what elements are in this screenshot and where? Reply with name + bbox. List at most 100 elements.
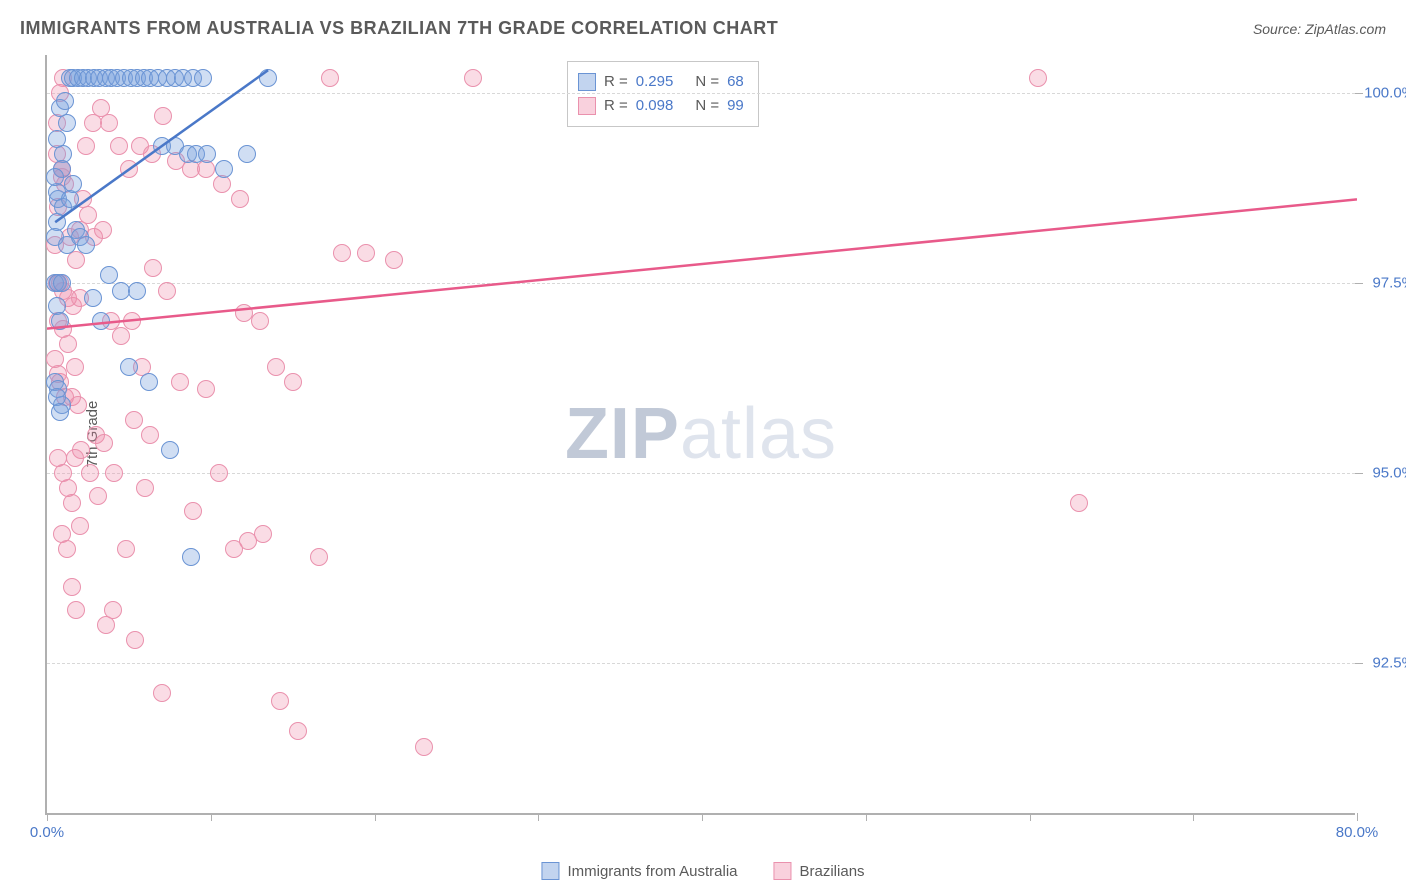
scatter-point-pink — [144, 259, 162, 277]
y-tick-mark — [1355, 93, 1363, 94]
scatter-point-pink — [67, 251, 85, 269]
scatter-point-pink — [89, 487, 107, 505]
scatter-point-pink — [184, 502, 202, 520]
legend-n-label: N = — [695, 70, 719, 94]
scatter-point-pink — [136, 479, 154, 497]
scatter-point-pink — [105, 464, 123, 482]
scatter-point-pink — [66, 358, 84, 376]
chart-header: IMMIGRANTS FROM AUSTRALIA VS BRAZILIAN 7… — [20, 18, 1386, 39]
scatter-point-pink — [59, 335, 77, 353]
scatter-point-blue — [198, 145, 216, 163]
x-tick-mark — [375, 813, 376, 821]
y-tick-mark — [1355, 473, 1363, 474]
gridline-h — [47, 473, 1355, 474]
scatter-point-pink — [95, 434, 113, 452]
scatter-point-pink — [94, 221, 112, 239]
legend-n-value: 68 — [727, 70, 744, 94]
scatter-point-blue — [120, 358, 138, 376]
scatter-point-pink — [333, 244, 351, 262]
plot-area: ZIPatlas 7th Grade R = 0.295N = 68R = 0.… — [45, 55, 1355, 815]
scatter-point-blue — [161, 441, 179, 459]
series-legend: Immigrants from Australia Brazilians — [541, 862, 864, 880]
legend-swatch-pink — [774, 862, 792, 880]
scatter-point-blue — [46, 168, 64, 186]
legend-label: Immigrants from Australia — [567, 863, 737, 880]
scatter-point-pink — [154, 107, 172, 125]
scatter-point-pink — [141, 426, 159, 444]
y-tick-label: 92.5% — [1360, 655, 1406, 672]
scatter-point-blue — [48, 130, 66, 148]
scatter-point-pink — [357, 244, 375, 262]
legend-r-label: R = — [604, 70, 628, 94]
legend-swatch-pink — [578, 97, 596, 115]
x-tick-mark — [47, 813, 48, 821]
scatter-point-pink — [267, 358, 285, 376]
stats-legend-row: R = 0.098N = 99 — [578, 94, 744, 118]
scatter-point-pink — [415, 738, 433, 756]
scatter-point-pink — [110, 137, 128, 155]
x-tick-mark — [1357, 813, 1358, 821]
scatter-point-pink — [321, 69, 339, 87]
gridline-h — [47, 283, 1355, 284]
scatter-point-pink — [123, 312, 141, 330]
legend-swatch-blue — [578, 73, 596, 91]
scatter-point-blue — [61, 190, 79, 208]
x-tick-mark — [538, 813, 539, 821]
scatter-point-pink — [112, 327, 130, 345]
legend-n-value: 99 — [727, 94, 744, 118]
scatter-point-pink — [251, 312, 269, 330]
watermark: ZIPatlas — [565, 393, 837, 475]
x-tick-mark — [702, 813, 703, 821]
x-tick-mark — [1193, 813, 1194, 821]
chart-source: Source: ZipAtlas.com — [1253, 21, 1386, 37]
scatter-point-pink — [120, 160, 138, 178]
scatter-point-pink — [310, 548, 328, 566]
trend-lines — [47, 55, 1357, 815]
scatter-point-blue — [128, 282, 146, 300]
legend-item: Brazilians — [774, 862, 865, 880]
scatter-point-pink — [254, 525, 272, 543]
legend-item: Immigrants from Australia — [541, 862, 737, 880]
scatter-point-pink — [231, 190, 249, 208]
scatter-point-blue — [182, 548, 200, 566]
y-tick-label: 95.0% — [1360, 465, 1406, 482]
x-tick-mark — [866, 813, 867, 821]
scatter-point-pink — [71, 517, 89, 535]
x-tick-label: 0.0% — [30, 824, 64, 841]
scatter-point-pink — [125, 411, 143, 429]
scatter-point-pink — [63, 494, 81, 512]
stats-legend-row: R = 0.295N = 68 — [578, 70, 744, 94]
scatter-point-pink — [1070, 494, 1088, 512]
legend-r-value: 0.098 — [636, 94, 674, 118]
scatter-point-pink — [464, 69, 482, 87]
legend-label: Brazilians — [800, 863, 865, 880]
scatter-point-blue — [92, 312, 110, 330]
scatter-point-pink — [210, 464, 228, 482]
scatter-point-pink — [117, 540, 135, 558]
x-tick-mark — [211, 813, 212, 821]
legend-swatch-blue — [541, 862, 559, 880]
scatter-point-pink — [67, 601, 85, 619]
scatter-point-pink — [153, 684, 171, 702]
scatter-point-pink — [284, 373, 302, 391]
chart-title: IMMIGRANTS FROM AUSTRALIA VS BRAZILIAN 7… — [20, 18, 778, 39]
scatter-point-pink — [104, 601, 122, 619]
scatter-point-pink — [66, 449, 84, 467]
scatter-point-pink — [1029, 69, 1047, 87]
scatter-point-blue — [84, 289, 102, 307]
y-tick-mark — [1355, 663, 1363, 664]
y-tick-label: 97.5% — [1360, 275, 1406, 292]
scatter-point-blue — [238, 145, 256, 163]
scatter-point-blue — [215, 160, 233, 178]
scatter-point-blue — [112, 282, 130, 300]
scatter-point-pink — [271, 692, 289, 710]
scatter-point-blue — [64, 175, 82, 193]
x-tick-label: 80.0% — [1336, 824, 1379, 841]
gridline-h — [47, 663, 1355, 664]
stats-legend: R = 0.295N = 68R = 0.098N = 99 — [567, 61, 759, 127]
scatter-point-pink — [197, 380, 215, 398]
scatter-point-pink — [69, 396, 87, 414]
scatter-point-blue — [56, 92, 74, 110]
scatter-point-pink — [171, 373, 189, 391]
scatter-point-pink — [289, 722, 307, 740]
